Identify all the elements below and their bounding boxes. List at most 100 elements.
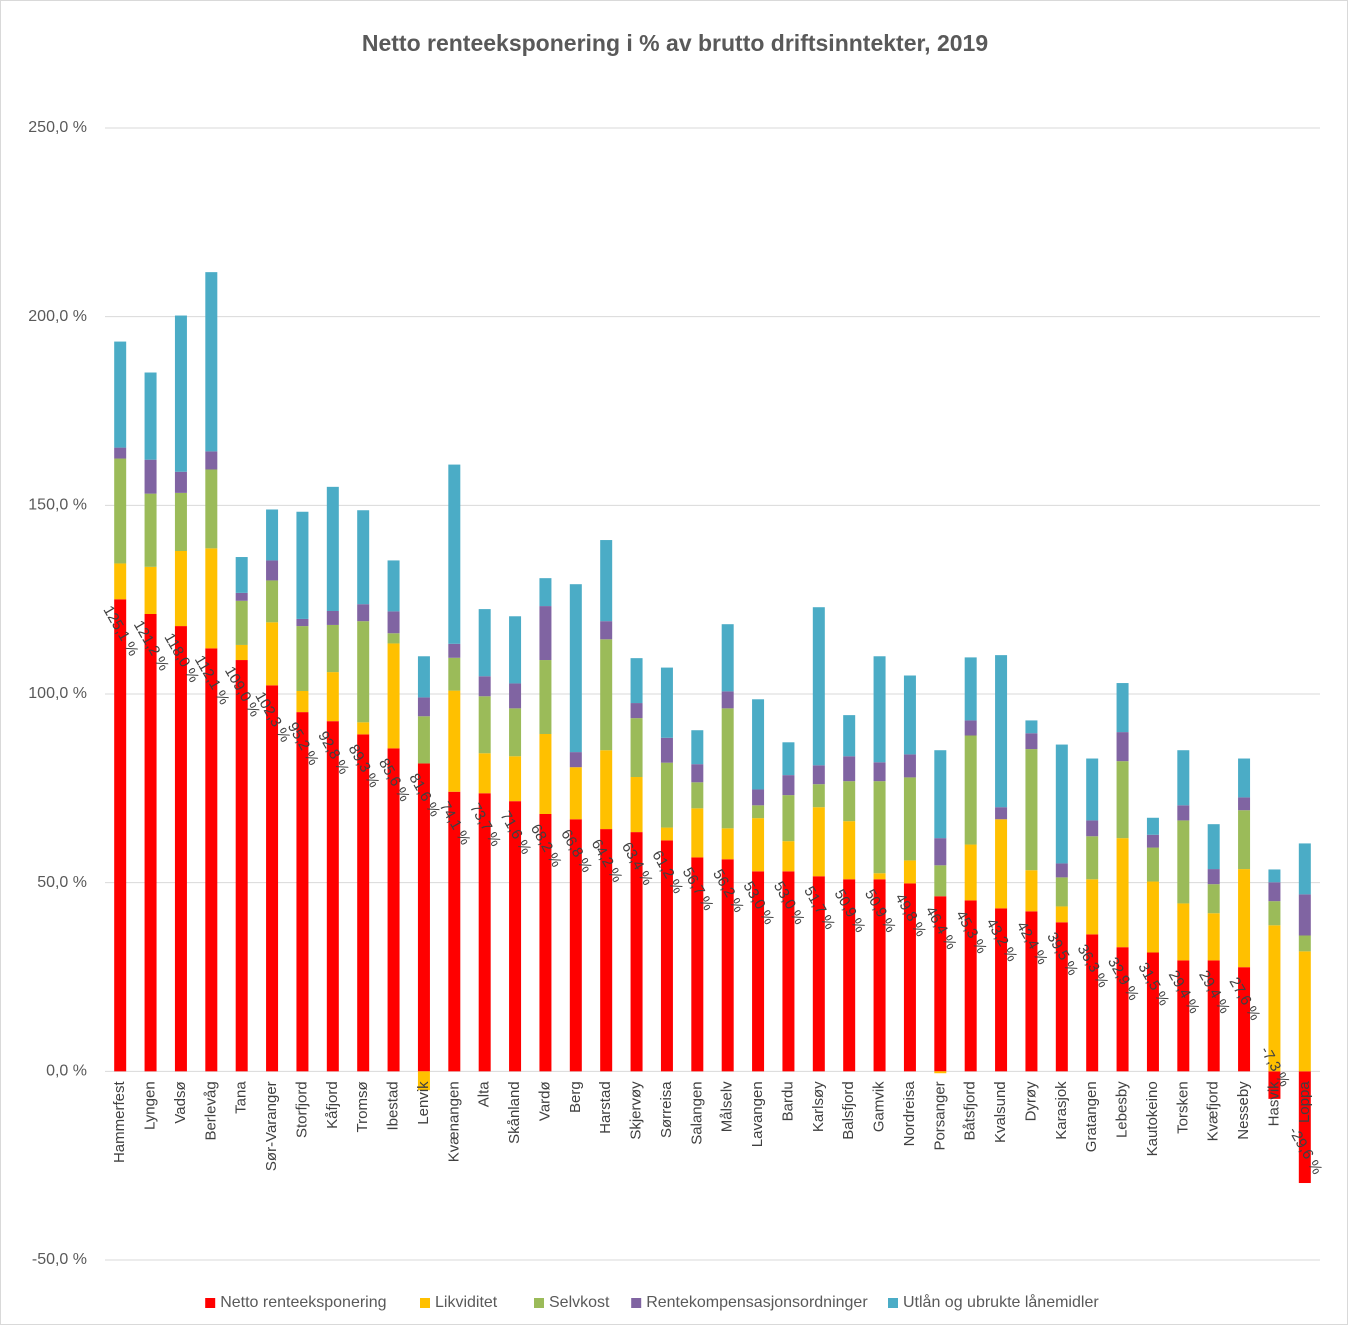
bar-segment bbox=[1298, 951, 1311, 1072]
bar-segment bbox=[934, 1071, 947, 1074]
bar-segment bbox=[1177, 750, 1190, 806]
x-tick-label: Skånland bbox=[506, 1081, 523, 1144]
bar-segment bbox=[205, 469, 218, 549]
bar-segment bbox=[569, 767, 582, 820]
x-tick-label: Karlsøy bbox=[810, 1081, 827, 1132]
bar-segment bbox=[326, 672, 339, 722]
bar-segment bbox=[174, 315, 187, 472]
bar-segment bbox=[266, 560, 279, 581]
bar-segment bbox=[417, 763, 430, 1072]
bar-segment bbox=[478, 753, 491, 794]
y-tick-label: 50,0 % bbox=[37, 874, 87, 891]
x-tick-label: Gratangen bbox=[1083, 1081, 1100, 1152]
bar-segment bbox=[266, 685, 279, 1072]
bar-segment bbox=[174, 471, 187, 493]
bar-segment bbox=[1207, 884, 1220, 914]
x-tick-label: Lyngen bbox=[142, 1081, 159, 1130]
bar-segment bbox=[266, 580, 279, 623]
bar-segment bbox=[448, 791, 461, 1072]
bar-segment bbox=[1238, 869, 1251, 968]
bar-segment bbox=[752, 699, 765, 790]
x-tick-label: Lavangen bbox=[749, 1081, 766, 1147]
bar-segment bbox=[964, 735, 977, 845]
bar-segment bbox=[752, 805, 765, 819]
bar-segment bbox=[478, 609, 491, 677]
bar-segment bbox=[1298, 894, 1311, 936]
bar-segment bbox=[509, 616, 522, 684]
bar-segment bbox=[660, 827, 673, 841]
bar-segment bbox=[144, 566, 157, 615]
bar-segment bbox=[478, 793, 491, 1072]
bar-segment bbox=[691, 782, 704, 809]
bar-segment bbox=[357, 621, 370, 723]
bar-segment bbox=[1268, 901, 1281, 926]
bar-segment bbox=[782, 742, 795, 776]
bar-segment bbox=[569, 752, 582, 768]
bar-segment bbox=[843, 715, 856, 757]
bar-segment bbox=[812, 807, 825, 877]
bar-segment bbox=[1086, 934, 1099, 1072]
bar-segment bbox=[174, 626, 187, 1072]
legend-swatch bbox=[534, 1298, 544, 1308]
bar-segment bbox=[326, 486, 339, 611]
bar-segment bbox=[1238, 758, 1251, 798]
bar-segment bbox=[1055, 906, 1068, 923]
legend-swatch bbox=[631, 1298, 642, 1308]
bar-segment bbox=[1268, 869, 1281, 883]
x-tick-label: Ibestad bbox=[385, 1081, 402, 1130]
x-tick-label: Berlevåg bbox=[202, 1081, 219, 1140]
bar-segment bbox=[448, 464, 461, 644]
x-tick-label: Målselv bbox=[719, 1081, 736, 1132]
bar-segment bbox=[387, 560, 400, 612]
bar-segment bbox=[417, 716, 430, 764]
bar-segment bbox=[873, 781, 886, 874]
bar-segment bbox=[903, 675, 916, 755]
bar-segment bbox=[266, 622, 279, 686]
bar-segment bbox=[1238, 810, 1251, 870]
bar-segment bbox=[1116, 761, 1129, 839]
bar-segment bbox=[1025, 720, 1038, 734]
bar-segment bbox=[995, 819, 1008, 909]
bar-segment bbox=[357, 722, 370, 735]
bar-segment bbox=[1268, 1071, 1281, 1099]
bar-segment bbox=[1207, 960, 1220, 1072]
bar-segment bbox=[1055, 744, 1068, 864]
bar-segment bbox=[721, 691, 734, 709]
bar-segment bbox=[1055, 922, 1068, 1072]
legend-label: Likviditet bbox=[435, 1294, 498, 1311]
bar-segment bbox=[1238, 797, 1251, 811]
bar-segment bbox=[691, 764, 704, 783]
bar-segment bbox=[660, 667, 673, 738]
bar-segment bbox=[660, 840, 673, 1072]
legend-label: Netto renteeksponering bbox=[220, 1294, 386, 1311]
bar-segment bbox=[721, 624, 734, 692]
bar-segment bbox=[296, 712, 309, 1072]
bar-segment bbox=[1086, 758, 1099, 821]
bar-segment bbox=[1177, 820, 1190, 904]
legend-label: Selvkost bbox=[549, 1294, 610, 1311]
bar-segment bbox=[539, 660, 552, 734]
x-tick-label: Kautokeino bbox=[1144, 1081, 1161, 1156]
bar-segment bbox=[964, 900, 977, 1072]
bar-segment bbox=[1146, 834, 1159, 848]
bar-segment bbox=[1298, 1071, 1311, 1184]
bar-segment bbox=[660, 762, 673, 828]
bar-segment bbox=[205, 451, 218, 470]
bar-segment bbox=[114, 458, 127, 564]
x-tick-label: Harstad bbox=[597, 1081, 614, 1134]
x-tick-label: Loppa bbox=[1296, 1081, 1313, 1123]
x-tick-label: Torsken bbox=[1174, 1081, 1191, 1134]
bar-segment bbox=[843, 821, 856, 880]
legend-label: Utlån og ubrukte lånemidler bbox=[903, 1293, 1099, 1311]
bar-segment bbox=[1146, 847, 1159, 882]
bar-segment bbox=[1055, 877, 1068, 907]
bar-segment bbox=[1116, 732, 1129, 762]
y-tick-label: 150,0 % bbox=[28, 497, 87, 514]
bar-segment bbox=[569, 584, 582, 753]
bar-segment bbox=[1025, 733, 1038, 750]
bar-segment bbox=[600, 829, 613, 1072]
y-tick-label: 100,0 % bbox=[28, 685, 87, 702]
bar-segment bbox=[235, 592, 248, 601]
bar-segment bbox=[934, 865, 947, 897]
